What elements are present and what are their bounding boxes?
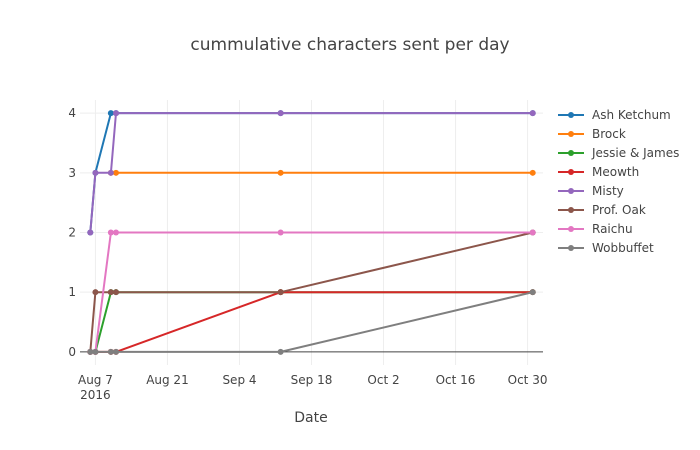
series-7 [87, 289, 536, 355]
data-point[interactable] [92, 348, 99, 355]
series-4 [87, 110, 536, 236]
legend-item[interactable]: Ash Ketchum [558, 108, 671, 122]
x-tick-label: Oct 2 [367, 373, 399, 387]
legend-swatch-marker [568, 169, 574, 175]
x-tick-label: Oct 16 [436, 373, 476, 387]
chart-title: cummulative characters sent per day [190, 35, 509, 55]
data-point[interactable] [529, 229, 536, 236]
series-1 [107, 169, 536, 176]
legend-label: Misty [592, 184, 624, 198]
data-point[interactable] [529, 110, 536, 117]
x-tick-label: Sep 4 [222, 373, 256, 387]
data-point[interactable] [87, 229, 94, 236]
legend-item[interactable]: Jessie & James [558, 146, 679, 160]
x-tick-label: Sep 18 [291, 373, 333, 387]
data-point[interactable] [277, 229, 284, 236]
series-line [89, 112, 533, 233]
legend-item[interactable]: Misty [558, 184, 624, 198]
data-point[interactable] [277, 289, 284, 296]
y-tick-label: 0 [68, 345, 76, 359]
legend-label: Raichu [592, 222, 633, 236]
x-tick-label: Aug 7 [78, 373, 113, 387]
y-tick-label: 4 [68, 106, 76, 120]
legend[interactable]: Ash Ketchum Brock Jessie & James Meowth Mist… [558, 108, 679, 255]
data-point[interactable] [277, 348, 284, 355]
legend-swatch-marker [568, 150, 574, 156]
x-tick-sublabel: 2016 [80, 388, 111, 402]
data-point[interactable] [92, 169, 99, 176]
data-point[interactable] [113, 348, 120, 355]
y-tick-label: 1 [68, 285, 76, 299]
legend-label: Brock [592, 127, 626, 141]
data-point[interactable] [107, 348, 114, 355]
legend-swatch-marker [568, 112, 574, 118]
legend-swatch-marker [568, 207, 574, 213]
legend-item[interactable]: Raichu [558, 222, 633, 236]
data-point[interactable] [107, 229, 114, 236]
data-point[interactable] [87, 348, 94, 355]
legend-swatch-marker [568, 188, 574, 194]
legend-label: Jessie & James [591, 146, 679, 160]
legend-label: Ash Ketchum [592, 108, 671, 122]
legend-label: Meowth [592, 165, 639, 179]
legend-label: Wobbuffet [592, 241, 654, 255]
legend-item[interactable]: Brock [558, 127, 626, 141]
legend-label: Prof. Oak [592, 203, 646, 217]
x-tick-label: Aug 21 [146, 373, 189, 387]
legend-swatch-marker [568, 131, 574, 137]
y-tick-label: 3 [68, 166, 76, 180]
data-point[interactable] [277, 110, 284, 117]
legend-item[interactable]: Wobbuffet [558, 241, 654, 255]
data-point[interactable] [107, 169, 114, 176]
data-point[interactable] [113, 229, 120, 236]
x-axis-label: Date [294, 410, 327, 426]
data-point[interactable] [113, 169, 120, 176]
data-point[interactable] [529, 289, 536, 296]
data-point[interactable] [277, 169, 284, 176]
data-point[interactable] [113, 110, 120, 117]
plot-area [87, 110, 536, 355]
data-point[interactable] [92, 289, 99, 296]
legend-swatch-marker [568, 226, 574, 232]
data-point[interactable] [529, 169, 536, 176]
legend-item[interactable]: Prof. Oak [558, 203, 646, 217]
data-point[interactable] [113, 289, 120, 296]
x-tick-label: Oct 30 [508, 373, 548, 387]
legend-swatch-marker [568, 245, 574, 251]
y-tick-label: 2 [68, 226, 76, 240]
legend-item[interactable]: Meowth [558, 165, 639, 179]
y-axis: 0 1 2 3 4 [68, 106, 76, 359]
data-point[interactable] [107, 110, 114, 117]
data-point[interactable] [107, 289, 114, 296]
